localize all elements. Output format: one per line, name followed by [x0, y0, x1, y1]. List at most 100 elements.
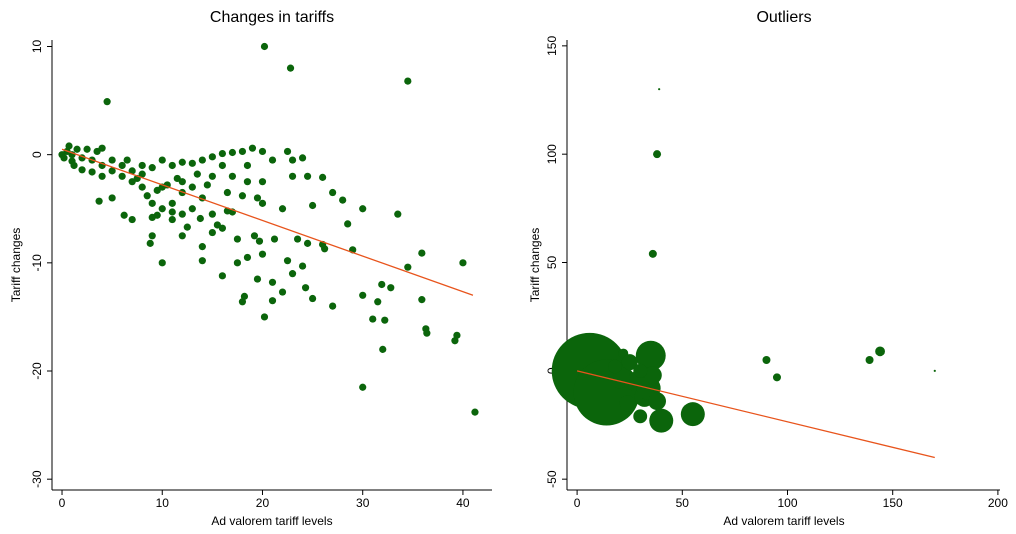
point: [471, 408, 479, 416]
point: [418, 296, 426, 304]
point: [369, 315, 377, 323]
bubble: [648, 249, 657, 258]
point: [359, 383, 367, 391]
point: [218, 149, 226, 158]
point: [308, 294, 317, 303]
point: [404, 263, 412, 271]
point: [183, 223, 191, 231]
point: [238, 147, 247, 156]
x-tick-label: 100: [777, 496, 797, 510]
y-tick-label: -50: [545, 470, 559, 488]
point: [459, 259, 467, 267]
point: [218, 224, 226, 232]
point: [233, 259, 242, 267]
x-tick-label: 200: [988, 496, 1008, 510]
point: [148, 232, 156, 240]
point: [178, 210, 186, 218]
point: [198, 257, 206, 265]
point: [298, 154, 307, 162]
point: [339, 196, 347, 204]
point: [108, 167, 116, 175]
point: [240, 292, 249, 300]
y-tick-label: 50: [545, 256, 559, 270]
point: [218, 161, 226, 170]
point: [208, 210, 216, 218]
point: [208, 172, 216, 180]
point: [178, 232, 186, 240]
point: [253, 194, 262, 202]
point: [301, 284, 310, 292]
x-tick-label: 20: [256, 496, 270, 510]
point: [103, 98, 111, 106]
point: [329, 188, 337, 197]
point: [288, 172, 297, 180]
point: [374, 298, 382, 306]
point: [258, 199, 267, 207]
y-axis-title: Tariff changes: [9, 228, 23, 303]
point: [243, 161, 252, 170]
point: [148, 164, 156, 172]
point: [198, 156, 206, 164]
x-axis-title: Ad valorem tariff levels: [211, 514, 332, 528]
point: [268, 156, 277, 164]
point: [260, 313, 269, 321]
bubble: [875, 346, 885, 357]
point: [218, 272, 226, 280]
bubble: [680, 402, 705, 427]
panel: Changes in tariffs Ad valorem tariff lev…: [9, 9, 492, 528]
point: [303, 239, 312, 247]
point: [228, 172, 237, 180]
bubble: [649, 408, 674, 433]
point: [203, 181, 211, 189]
point: [329, 302, 337, 310]
x-tick-label: 40: [456, 496, 470, 510]
y-tick-label: 0: [30, 151, 44, 158]
point: [128, 167, 136, 175]
y-tick-label: -30: [30, 470, 44, 488]
point: [260, 42, 269, 51]
point: [153, 186, 161, 194]
point: [173, 174, 181, 183]
bubble: [633, 409, 648, 424]
point: [148, 213, 156, 222]
bubble: [772, 373, 781, 382]
point: [288, 270, 297, 278]
bubble: [621, 354, 638, 371]
y-axis-title: Tariff changes: [528, 228, 542, 303]
point: [98, 172, 106, 180]
point: [208, 228, 216, 237]
point: [387, 284, 395, 292]
point: [255, 237, 264, 245]
point: [146, 239, 154, 247]
bubble: [633, 363, 648, 378]
point: [258, 250, 267, 258]
point: [196, 214, 204, 223]
point: [278, 205, 287, 213]
point: [108, 156, 116, 164]
point: [223, 188, 231, 197]
point: [118, 172, 126, 180]
y-tick-label: 150: [545, 36, 559, 56]
point: [118, 161, 126, 170]
point: [268, 278, 277, 286]
point: [258, 147, 267, 156]
point: [359, 291, 367, 299]
point: [143, 192, 151, 200]
bubble: [619, 395, 636, 412]
point: [293, 235, 302, 243]
bubble: [933, 369, 936, 372]
x-tick-label: 30: [356, 496, 370, 510]
point: [288, 156, 297, 164]
point: [233, 235, 242, 243]
point: [404, 77, 412, 85]
point: [158, 205, 166, 213]
point: [78, 166, 86, 174]
y-tick-label: 100: [545, 144, 559, 164]
point: [98, 144, 106, 152]
point: [253, 275, 262, 283]
point: [148, 199, 156, 207]
point: [168, 199, 176, 207]
point: [283, 147, 292, 156]
